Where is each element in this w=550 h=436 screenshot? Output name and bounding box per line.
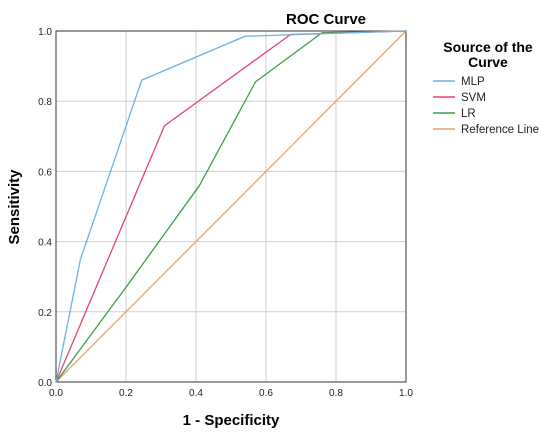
chart-title: ROC Curve <box>286 11 366 28</box>
y-axis-label: Sensitivity <box>6 169 23 245</box>
x-tick-label: 0.0 <box>49 388 63 399</box>
legend-label-reference-line: Reference Line <box>461 124 539 136</box>
x-tick-label: 0.4 <box>189 388 203 399</box>
axis-ticks: 0.0 0.2 0.4 0.6 0.8 1.0 0.0 0.2 0.4 0.6 0.8 1.0 <box>38 27 413 399</box>
series-line-reference-line <box>55 30 407 383</box>
series-line-lr <box>55 30 407 383</box>
series-line-mlp <box>55 30 407 383</box>
x-axis-label: 1 - Specificity <box>183 412 280 429</box>
legend-label-mlp: MLP <box>461 76 485 88</box>
y-tick-label: 0.6 <box>38 167 52 178</box>
x-tick-label: 1.0 <box>399 388 413 399</box>
legend: Source of the Curve MLP SVM LR Reference Li… <box>433 39 539 136</box>
legend-title-line-2: Curve <box>468 54 508 70</box>
y-tick-label: 0.8 <box>38 97 52 108</box>
legend-title-line-1: Source of the <box>443 39 533 55</box>
y-tick-label: 0.4 <box>38 238 52 249</box>
legend-items: MLP SVM LR Reference Line <box>433 76 539 136</box>
x-tick-label: 0.2 <box>119 388 133 399</box>
x-tick-label: 0.6 <box>259 388 273 399</box>
y-tick-label: 1.0 <box>38 27 52 38</box>
y-tick-label: 0.0 <box>38 378 52 389</box>
legend-label-lr: LR <box>461 108 476 120</box>
x-tick-label: 0.8 <box>329 388 343 399</box>
legend-label-svm: SVM <box>461 92 486 104</box>
series-lines <box>55 30 407 383</box>
gridlines <box>56 31 406 382</box>
y-tick-label: 0.2 <box>38 308 52 319</box>
plot-frame <box>55 30 407 383</box>
